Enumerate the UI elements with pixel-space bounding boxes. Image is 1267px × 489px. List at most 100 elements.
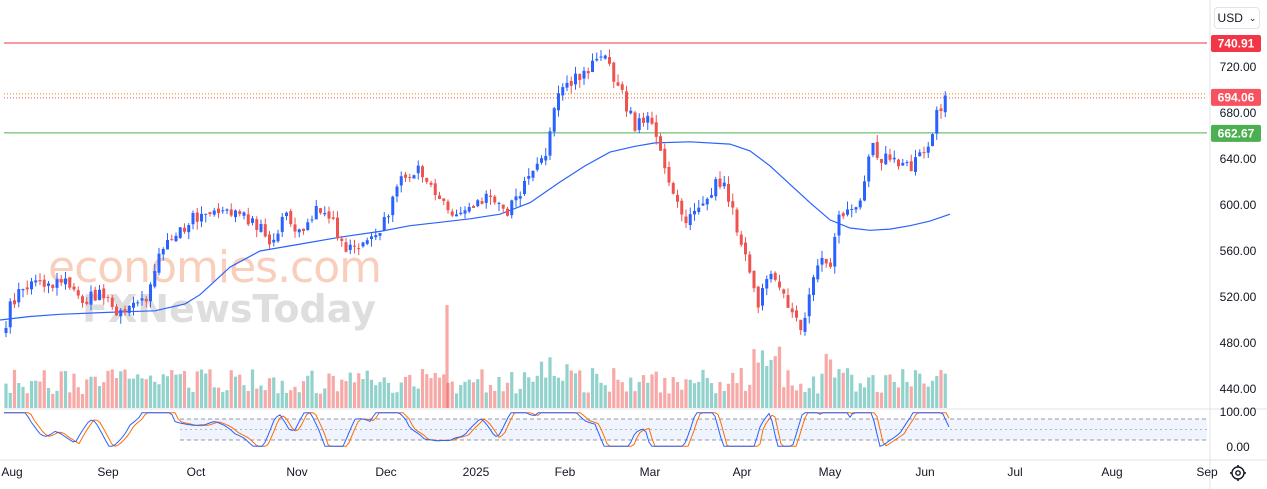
candle-body (429, 182, 433, 185)
candle-body (395, 186, 399, 197)
volume-bar (93, 376, 97, 408)
price-axis-label: 680.00 (1220, 106, 1257, 120)
candle-body (289, 211, 293, 225)
candle-body (671, 183, 675, 194)
horizontal-levels[interactable] (4, 42, 1207, 134)
volume-bar (709, 383, 714, 408)
candle-body (319, 208, 322, 213)
candle-body (629, 110, 633, 114)
candle-body (161, 248, 165, 255)
volume-bar (765, 365, 769, 408)
time-axis-label: Aug (1, 465, 22, 479)
candle-body (344, 242, 348, 252)
volume-bar (786, 370, 790, 408)
volume-bar (399, 382, 403, 408)
volume-bar (433, 372, 437, 408)
candle-body (943, 95, 947, 113)
candle-body (336, 217, 339, 239)
candle-body (480, 201, 484, 204)
candle-body (42, 279, 46, 287)
volume-bar (114, 378, 119, 408)
candle-body (535, 163, 539, 170)
volume-bar (739, 368, 743, 408)
candle-body (204, 213, 208, 215)
candle-body (178, 227, 182, 238)
candle-body (552, 108, 556, 132)
candle-body (756, 286, 760, 308)
volume-bar (437, 377, 442, 408)
volume-bar (4, 383, 8, 408)
volume-bar (429, 378, 433, 408)
price-axis-label: 480.00 (1220, 336, 1257, 350)
volume-bar (29, 381, 34, 408)
volume-bar (199, 369, 204, 408)
volume-bar (238, 374, 242, 408)
volume-bar (654, 371, 658, 408)
price-axis-label: 560.00 (1220, 244, 1257, 258)
volume-bar (599, 382, 603, 408)
candle-body (875, 142, 879, 158)
stochastic-k-line (4, 412, 950, 447)
candle-body (909, 161, 913, 172)
support-price-badge (1211, 124, 1261, 142)
volume-bar (697, 381, 701, 408)
volume-bar (187, 387, 191, 408)
volume-bar (445, 305, 449, 408)
candle-body (229, 209, 233, 216)
candle-body (391, 196, 395, 216)
volume-bar (850, 374, 854, 408)
watermark-fxnewstoday: FXNewsToday (82, 287, 376, 331)
candle-body (884, 153, 888, 165)
candle-body (591, 60, 594, 72)
candle-body (157, 253, 161, 273)
stochastic-panel (4, 412, 1207, 447)
candle-body (467, 206, 471, 212)
time-axis-label: Apr (733, 465, 752, 479)
candle-body (404, 174, 407, 178)
candle-body (858, 200, 862, 208)
chevron-down-icon: ⌄ (1248, 12, 1257, 23)
volume-bar (527, 377, 531, 408)
candle-body (578, 73, 582, 80)
candle-body (582, 70, 586, 79)
candle-body (387, 216, 390, 218)
candle-body (935, 109, 939, 134)
candle-body (64, 278, 67, 285)
volume-bar (573, 373, 578, 408)
candle-body (829, 262, 832, 267)
volume-bar (382, 377, 386, 408)
candle-body (569, 80, 573, 86)
candle-body (778, 281, 781, 288)
candle-body (259, 223, 263, 232)
candle-body (81, 296, 84, 303)
candle-body (272, 239, 276, 243)
volume-bar (514, 393, 518, 408)
volume-bar (752, 349, 756, 408)
candle-body (922, 152, 926, 154)
candle-body (633, 112, 637, 131)
currency-selector[interactable]: USD ⌄ (1214, 7, 1260, 29)
volume-bar (539, 361, 544, 408)
volume-bar (943, 373, 947, 408)
volume-bar (854, 391, 858, 408)
volume-bar (888, 374, 892, 408)
candle-body (667, 166, 671, 183)
volume-bar (225, 390, 229, 408)
candle-body (790, 308, 794, 313)
candle-body (459, 212, 463, 215)
candle-body (191, 212, 195, 225)
candle-body (846, 209, 849, 215)
volume-bar (799, 383, 803, 408)
candle-body (863, 181, 866, 201)
candle-body (463, 210, 467, 214)
candle-body (442, 198, 446, 201)
gear-icon[interactable] (1229, 464, 1247, 482)
candle-body (268, 234, 271, 245)
volume-bar (204, 373, 208, 408)
candle-body (918, 152, 922, 157)
candle-body (761, 288, 764, 306)
volume-bar (68, 392, 72, 408)
volume-bar (178, 374, 182, 408)
volume-bar (38, 381, 42, 408)
